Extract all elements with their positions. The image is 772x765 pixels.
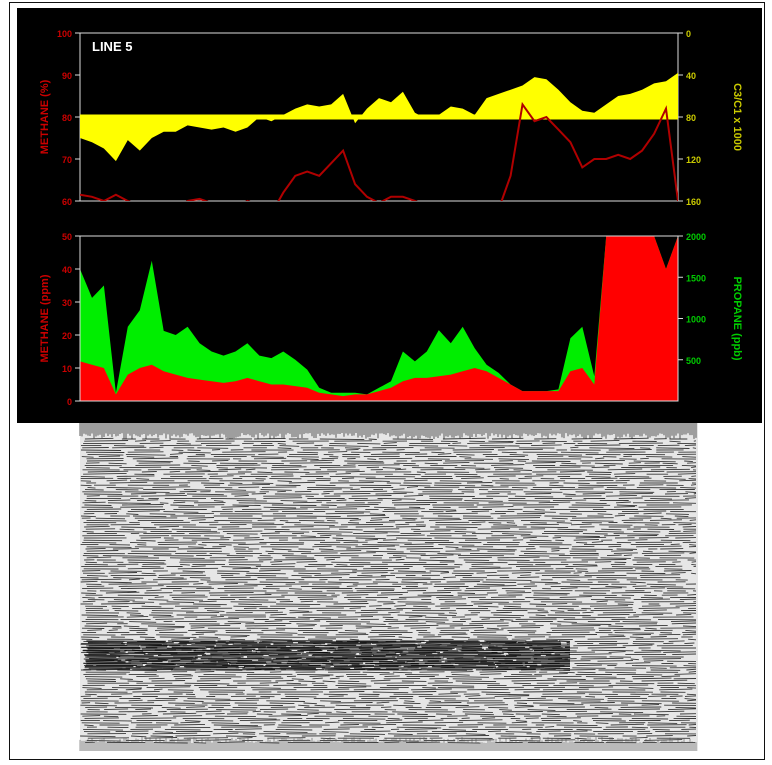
y-tick-label-left: 40: [62, 265, 72, 275]
y-axis-title-right: C3/C1 x 1000: [731, 83, 743, 151]
y-tick-label-left: 30: [62, 298, 72, 308]
y-tick-label-left: 20: [62, 331, 72, 341]
y-tick-label-right: 1000: [686, 315, 706, 325]
seismic-strong-reflector: [80, 640, 571, 671]
y-tick-label-left: 100: [57, 29, 72, 39]
series-methane-percent-line: [80, 101, 678, 201]
seismic-section: [79, 423, 698, 751]
y-tick-label-right: 2000: [686, 232, 706, 242]
y-tick-label-left: 90: [62, 71, 72, 81]
y-tick-label-left: 0: [67, 397, 72, 407]
y-tick-label-right: 120: [686, 155, 701, 165]
y-axis-title-right: PROPANE (ppb): [731, 276, 743, 360]
y-axis-title-left: METHANE (ppm): [39, 274, 51, 362]
seismic-reflectors: [80, 437, 697, 744]
y-tick-label-right: 160: [686, 197, 701, 207]
series-methane-ppm-area: [80, 236, 678, 401]
figure-frame: 100 90 80 70 60 0 40 80 120 160 METHANE (%) C3/C1 x…: [9, 2, 765, 760]
y-tick-label-right: 1500: [686, 273, 706, 283]
y-tick-label-right: 500: [686, 356, 701, 366]
y-axis-title-left: METHANE (%): [39, 79, 51, 154]
y-tick-label-right: 0: [686, 29, 691, 39]
y-tick-label-right: 40: [686, 71, 696, 81]
seismic-bottom-ticks: [79, 737, 697, 751]
y-tick-label-left: 50: [62, 232, 72, 242]
top-panel: 100 90 80 70 60 0 40 80 120 160 METHANE (%) C3/C1 x…: [39, 29, 743, 207]
series-propane-area: [80, 236, 678, 401]
y-tick-label-left: 60: [62, 197, 72, 207]
panel-title: LINE 5: [92, 39, 132, 54]
seismic-trace-ticks: [79, 423, 697, 439]
bottom-panel: 50 40 30 20 10 0 2000 1500 1000 500 METHANE (ppm) P…: [39, 232, 743, 407]
y-tick-label-right: 80: [686, 113, 696, 123]
y-tick-label-left: 10: [62, 364, 72, 374]
y-tick-label-left: 80: [62, 113, 72, 123]
y-tick-label-left: 70: [62, 155, 72, 165]
